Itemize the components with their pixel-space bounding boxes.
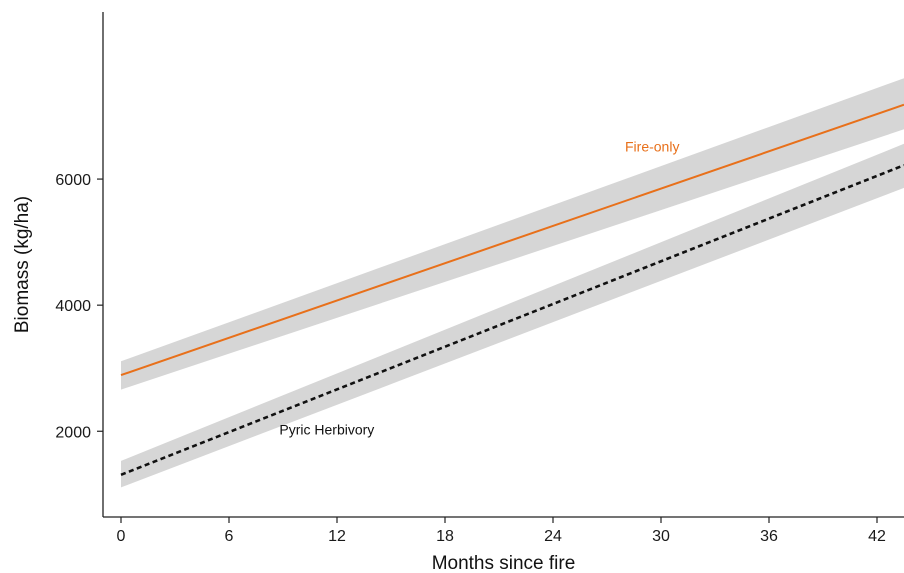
x-tick-label-36: 36 [760, 528, 778, 545]
y-tick-label-4000: 4000 [55, 298, 91, 315]
confidence-bands [121, 78, 904, 488]
x-axis-ticks: 0 6 12 18 24 30 36 42 [117, 517, 886, 545]
series-line-pyric-herbivory [120, 163, 904, 477]
y-axis-ticks: 2000 4000 6000 [55, 172, 103, 441]
x-tick-label-30: 30 [652, 528, 670, 545]
series-line-fire-only [120, 103, 904, 377]
ci-band-pyric-herbivory [121, 143, 904, 488]
series-lines [120, 103, 904, 477]
y-tick-label-6000: 6000 [55, 172, 91, 189]
y-tick-label-2000: 2000 [55, 424, 91, 441]
series-annotations: Fire-only Pyric Herbivory [279, 138, 679, 437]
series-label-pyric-herbivory: Pyric Herbivory [279, 421, 374, 437]
y-axis-title: Biomass (kg/ha) [12, 196, 33, 333]
x-tick-label-18: 18 [436, 528, 454, 545]
x-tick-label-6: 6 [225, 528, 234, 545]
x-tick-label-24: 24 [544, 528, 562, 545]
x-tick-label-42: 42 [868, 528, 886, 545]
x-axis-title: Months since fire [432, 553, 576, 573]
axes [102, 12, 904, 518]
x-tick-label-0: 0 [117, 528, 126, 545]
ci-band-fire-only [121, 78, 904, 390]
series-label-fire-only: Fire-only [625, 138, 679, 154]
x-tick-label-12: 12 [328, 528, 346, 545]
